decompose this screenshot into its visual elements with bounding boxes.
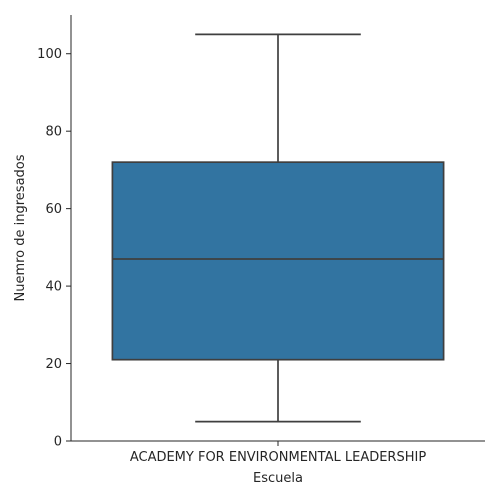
iqr-box bbox=[111, 161, 445, 361]
x-axis-label: Escuela bbox=[253, 471, 303, 486]
y-tick-label: 20 bbox=[45, 357, 62, 372]
x-tick-label: ACADEMY FOR ENVIRONMENTAL LEADERSHIP bbox=[130, 450, 427, 465]
y-tick-label: 40 bbox=[45, 280, 62, 295]
y-ticks: 0 20 40 60 80 100 bbox=[37, 47, 71, 450]
y-axis-label: Nuemro de ingresados bbox=[13, 154, 28, 301]
y-tick-label: 100 bbox=[37, 47, 62, 62]
x-ticks: ACADEMY FOR ENVIRONMENTAL LEADERSHIP bbox=[130, 441, 427, 465]
y-tick-label: 80 bbox=[45, 125, 62, 140]
y-tick-label: 0 bbox=[54, 435, 62, 450]
plot-marks bbox=[111, 33, 445, 423]
y-tick-label: 60 bbox=[45, 202, 62, 217]
